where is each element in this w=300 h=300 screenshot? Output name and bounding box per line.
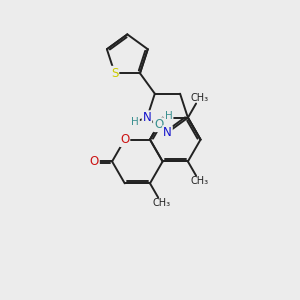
Text: O: O	[90, 155, 99, 168]
Text: H: H	[131, 117, 139, 127]
Text: N: N	[142, 111, 152, 124]
Text: N: N	[163, 126, 172, 139]
Text: CH₃: CH₃	[152, 198, 170, 208]
Text: H: H	[165, 111, 172, 122]
Text: CH₃: CH₃	[190, 176, 208, 186]
Text: CH₃: CH₃	[190, 93, 208, 103]
Text: S: S	[111, 67, 118, 80]
Text: O: O	[120, 133, 129, 146]
Text: O: O	[154, 118, 163, 131]
